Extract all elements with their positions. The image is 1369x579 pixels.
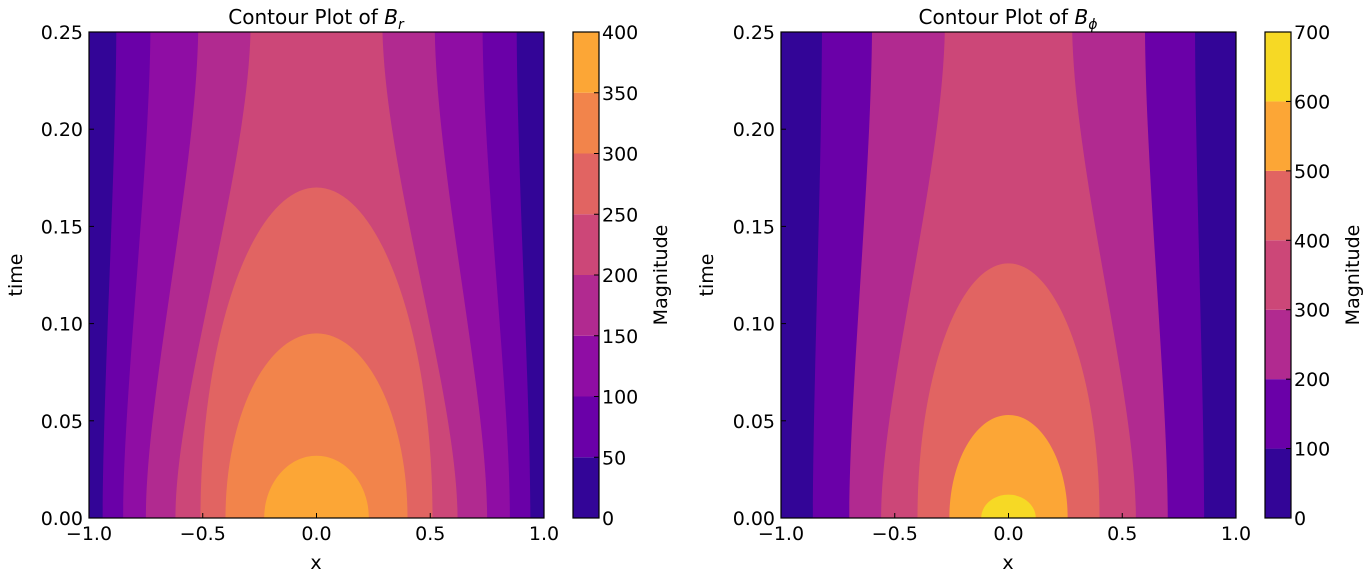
chart-br-colorbar-tick-label: 350 bbox=[602, 83, 638, 105]
chart-bphi-y-tick-label: 0.00 bbox=[733, 508, 775, 530]
chart-bphi: Contour Plot of Bϕ −1.0 −0.5 0.0 0.5 1.0 0.0… bbox=[696, 5, 1364, 574]
chart-br-y-tick-label: 0.00 bbox=[41, 508, 83, 530]
chart-br-colorbar-band bbox=[573, 275, 599, 336]
chart-bphi-colorbar-band bbox=[1265, 379, 1291, 449]
chart-br-colorbar-tick-label: 300 bbox=[602, 144, 638, 166]
chart-bphi-colorbar-band bbox=[1265, 448, 1291, 518]
chart-br-y-tick-label: 0.05 bbox=[41, 411, 83, 433]
chart-bphi-title: Contour Plot of Bϕ bbox=[919, 5, 1098, 33]
chart-bphi-colorbar-band bbox=[1265, 240, 1291, 310]
chart-bphi-colorbar-band bbox=[1265, 170, 1291, 241]
chart-bphi-region-level-5 bbox=[949, 414, 1068, 518]
chart-br-y-tick-label: 0.15 bbox=[41, 216, 83, 238]
chart-br-colorbar: 0 50 100 150 200 250 300 350 400 bbox=[572, 22, 638, 530]
chart-bphi-y-tick-label: 0.05 bbox=[733, 411, 775, 433]
chart-bphi-xlabel: x bbox=[1002, 552, 1013, 574]
chart-br-colorbar-band bbox=[573, 457, 599, 518]
chart-br-colorbar-tick-label: 250 bbox=[602, 204, 638, 226]
chart-bphi-colorbar-band bbox=[1265, 101, 1291, 171]
chart-bphi-colorbar-tick-label: 100 bbox=[1294, 439, 1330, 461]
chart-bphi-colorbar-tick-label: 400 bbox=[1294, 230, 1330, 252]
chart-bphi-x-tick-label: 1.0 bbox=[1221, 523, 1251, 545]
chart-bphi-colorbar-tick-label: 600 bbox=[1294, 91, 1330, 113]
chart-br-colorbar-tick-label: 200 bbox=[602, 265, 638, 287]
chart-br-ylabel: time bbox=[5, 254, 27, 297]
chart-bphi-ylabel: time bbox=[696, 254, 718, 297]
chart-bphi-y-axis: 0.00 0.05 0.10 0.15 0.20 0.25 bbox=[733, 22, 786, 530]
chart-br-x-tick-label: −1.0 bbox=[66, 523, 112, 545]
chart-br-region-level-7 bbox=[264, 455, 369, 518]
chart-br-colorbar-tick-label: 150 bbox=[602, 326, 638, 348]
chart-bphi-x-tick-label: −1.0 bbox=[758, 523, 804, 545]
chart-bphi-colorbar: 0 100 200 300 400 500 600 700 bbox=[1264, 22, 1330, 530]
chart-bphi-colorbar-label: Magnitude bbox=[1342, 225, 1364, 326]
chart-br-x-tick-label: 0.5 bbox=[415, 523, 445, 545]
chart-bphi-colorbar-tick-label: 200 bbox=[1294, 369, 1330, 391]
chart-br-colorbar-band bbox=[573, 214, 599, 275]
chart-br-colorbar-band bbox=[573, 92, 599, 154]
chart-bphi-x-tick-label: 0.0 bbox=[993, 523, 1023, 545]
chart-bphi-colorbar-tick-label: 700 bbox=[1294, 22, 1330, 44]
chart-br-x-axis: −1.0 −0.5 0.0 0.5 1.0 bbox=[66, 513, 559, 545]
chart-bphi-colorbar-frame bbox=[1264, 31, 1292, 519]
chart-br-y-tick-label: 0.20 bbox=[41, 119, 83, 141]
chart-br-y-axis: 0.00 0.05 0.10 0.15 0.20 0.25 bbox=[41, 22, 94, 530]
chart-bphi-y-tick-label: 0.25 bbox=[733, 22, 775, 44]
chart-br-y-tick-label: 0.25 bbox=[41, 22, 83, 44]
chart-br-region-level-6 bbox=[225, 333, 408, 518]
chart-br-xlabel: x bbox=[310, 552, 321, 574]
chart-bphi-x-tick-label: −0.5 bbox=[872, 523, 918, 545]
chart-br-colorbar-tick-label: 50 bbox=[602, 447, 626, 469]
chart-bphi-plot-area bbox=[781, 32, 1236, 518]
chart-br-colorbar-band bbox=[573, 32, 599, 93]
chart-br-plot-area bbox=[89, 32, 544, 518]
chart-br-colorbar-tick-label: 100 bbox=[602, 387, 638, 409]
chart-br-x-tick-label: 1.0 bbox=[529, 523, 559, 545]
chart-bphi-colorbar-tick-label: 500 bbox=[1294, 161, 1330, 183]
chart-br-colorbar-tick-label: 400 bbox=[602, 22, 638, 44]
chart-bphi-y-tick-label: 0.15 bbox=[733, 216, 775, 238]
chart-br-colorbar-band bbox=[573, 153, 599, 215]
chart-br-colorbar-band bbox=[573, 335, 599, 397]
chart-bphi-y-tick-label: 0.20 bbox=[733, 119, 775, 141]
chart-bphi-colorbar-band bbox=[1265, 32, 1291, 102]
chart-br-x-tick-label: 0.0 bbox=[301, 523, 331, 545]
chart-br-colorbar-band bbox=[573, 396, 599, 458]
chart-br: Contour Plot of Br −1.0 −0.5 0.0 0.5 1.0 0.0… bbox=[5, 5, 672, 574]
chart-br-y-tick-label: 0.10 bbox=[41, 314, 83, 336]
chart-bphi-x-tick-label: 0.5 bbox=[1107, 523, 1137, 545]
chart-br-x-tick-label: −0.5 bbox=[180, 523, 226, 545]
chart-bphi-colorbar-tick-label: 0 bbox=[1294, 508, 1306, 530]
chart-br-colorbar-tick-label: 0 bbox=[602, 508, 614, 530]
chart-br-colorbar-label: Magnitude bbox=[650, 225, 672, 326]
chart-bphi-x-axis: −1.0 −0.5 0.0 0.5 1.0 bbox=[758, 513, 1251, 545]
chart-bphi-colorbar-band bbox=[1265, 309, 1291, 380]
chart-bphi-y-tick-label: 0.10 bbox=[733, 314, 775, 336]
chart-bphi-region-level-6 bbox=[981, 494, 1036, 518]
chart-bphi-colorbar-tick-label: 300 bbox=[1294, 300, 1330, 322]
chart-br-title: Contour Plot of Br bbox=[228, 5, 405, 33]
